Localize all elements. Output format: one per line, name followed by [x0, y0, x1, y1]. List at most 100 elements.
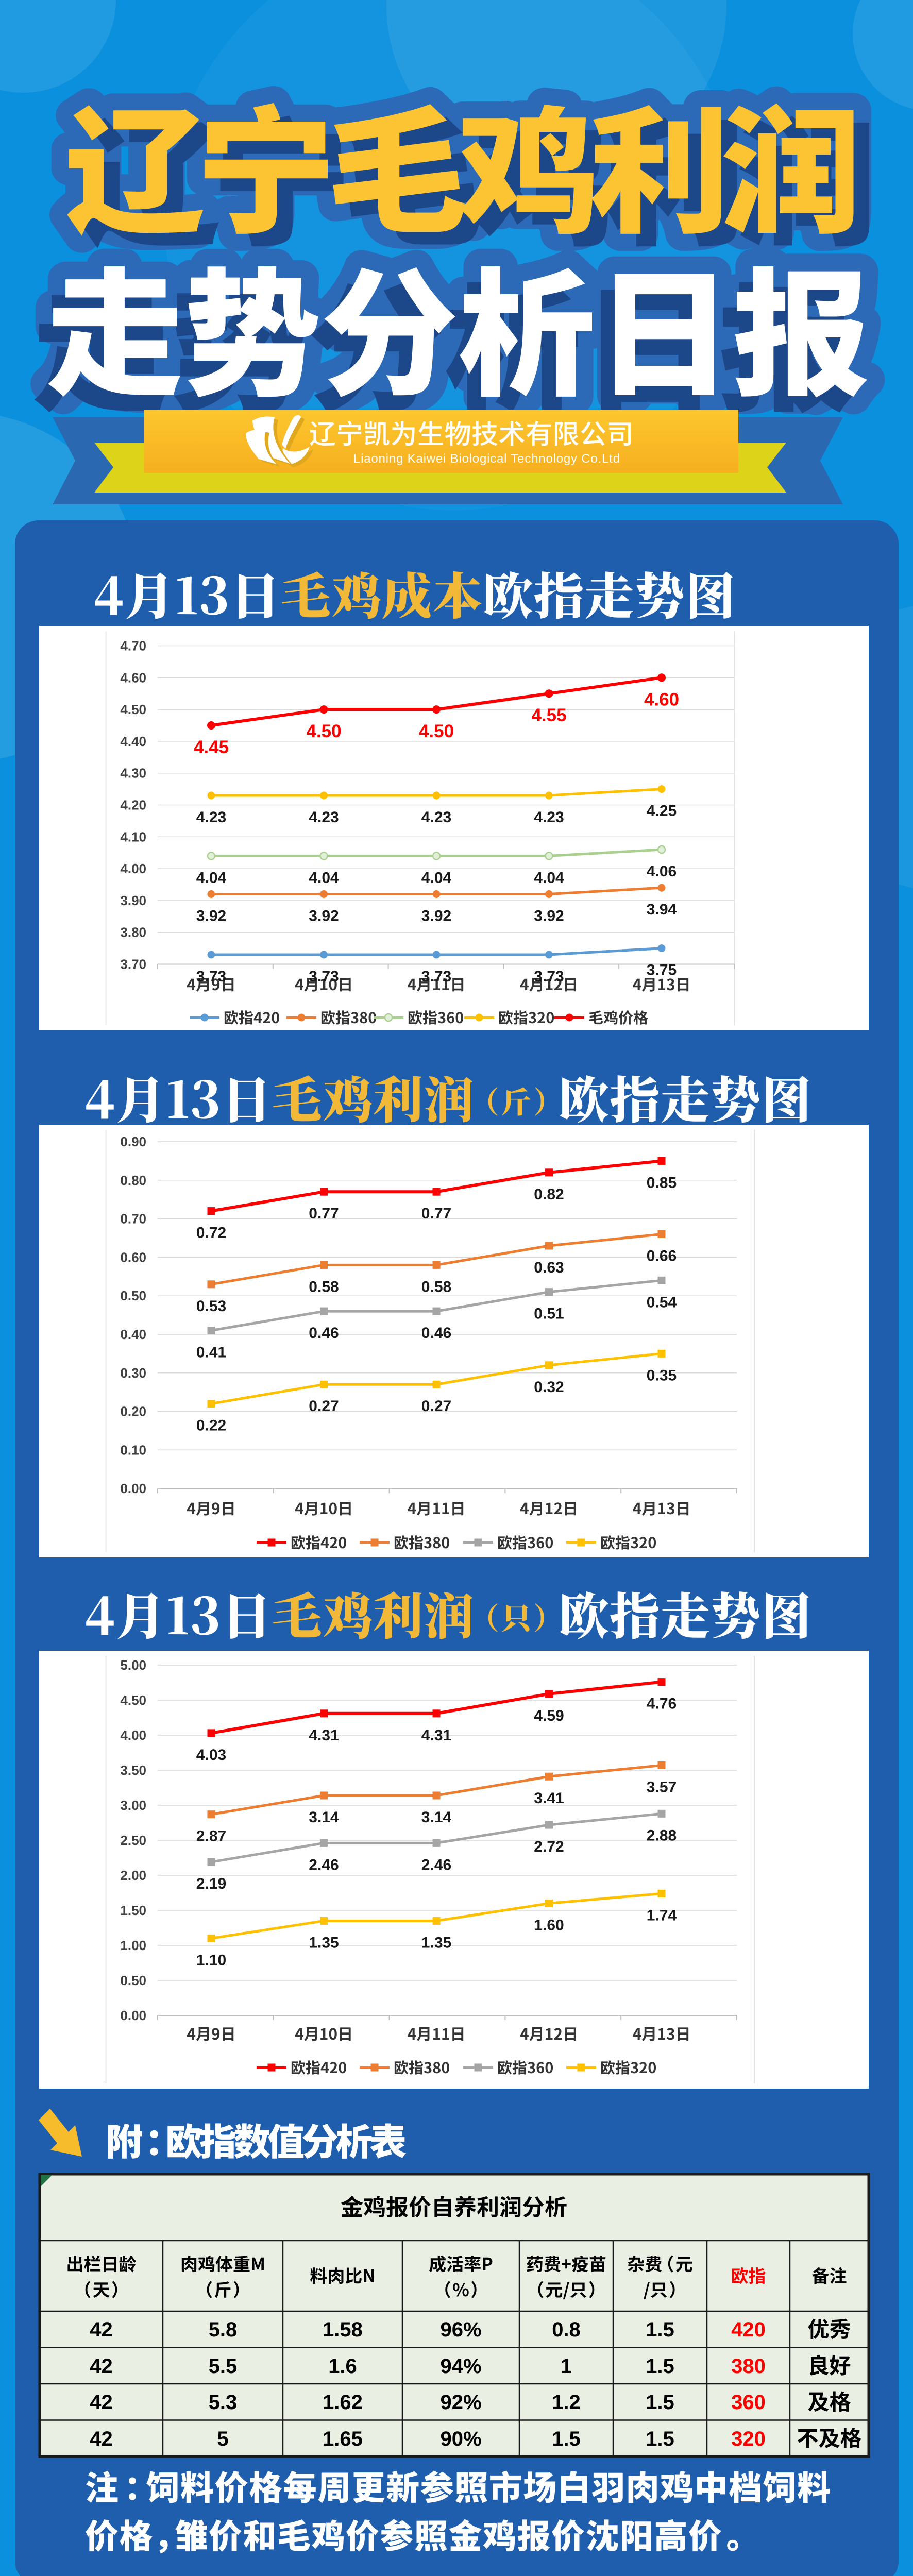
svg-text:2.46: 2.46: [421, 1856, 451, 1873]
svg-text:3.92: 3.92: [534, 908, 564, 925]
svg-text:4.23: 4.23: [196, 809, 226, 826]
svg-text:1.5: 1.5: [646, 2428, 674, 2450]
svg-text:5.00: 5.00: [120, 1657, 146, 1673]
svg-text:1.65: 1.65: [323, 2428, 363, 2450]
svg-text:1.6: 1.6: [328, 2355, 357, 2378]
svg-text:0.35: 0.35: [647, 1367, 677, 1384]
svg-text:96%: 96%: [440, 2318, 481, 2341]
svg-text:1.50: 1.50: [120, 1903, 146, 1918]
svg-text:1.5: 1.5: [646, 2318, 674, 2341]
svg-text:0.30: 0.30: [120, 1365, 146, 1381]
svg-text:4.04: 4.04: [421, 869, 452, 886]
svg-text:0.00: 0.00: [120, 1481, 146, 1496]
svg-text:3.50: 3.50: [120, 1762, 146, 1778]
svg-text:4.10: 4.10: [120, 829, 146, 844]
svg-text:4.50: 4.50: [419, 721, 454, 741]
svg-text:4.59: 4.59: [534, 1707, 564, 1724]
svg-text:2.00: 2.00: [120, 1868, 146, 1883]
svg-text:3.00: 3.00: [120, 1798, 146, 1813]
svg-text:0.63: 0.63: [534, 1259, 564, 1276]
svg-text:4.40: 4.40: [120, 734, 146, 749]
svg-text:0.10: 0.10: [120, 1442, 146, 1458]
svg-text:3.70: 3.70: [120, 957, 146, 972]
svg-text:3.73: 3.73: [309, 968, 339, 985]
svg-text:1.58: 1.58: [323, 2318, 363, 2341]
svg-text:42: 42: [90, 2428, 113, 2450]
svg-text:2.87: 2.87: [196, 1828, 226, 1845]
svg-text:4.76: 4.76: [647, 1696, 677, 1713]
svg-text:2.19: 2.19: [196, 1875, 226, 1892]
svg-text:4.03: 4.03: [196, 1747, 226, 1764]
svg-text:4.04: 4.04: [196, 869, 227, 886]
svg-text:3.92: 3.92: [196, 908, 226, 925]
svg-text:94%: 94%: [440, 2355, 481, 2378]
svg-text:0.00: 0.00: [120, 2008, 146, 2023]
svg-text:1.35: 1.35: [421, 1934, 451, 1951]
svg-text:4.60: 4.60: [644, 689, 679, 709]
svg-text:4.31: 4.31: [421, 1727, 451, 1744]
svg-text:3.80: 3.80: [120, 925, 146, 940]
svg-text:3.92: 3.92: [421, 908, 451, 925]
svg-text:4.60: 4.60: [120, 670, 146, 685]
svg-text:4.23: 4.23: [534, 809, 564, 826]
svg-text:0.80: 0.80: [120, 1173, 146, 1188]
svg-text:0.66: 0.66: [647, 1248, 677, 1265]
svg-text:0.53: 0.53: [196, 1298, 226, 1315]
svg-text:42: 42: [90, 2391, 113, 2414]
svg-text:4.55: 4.55: [531, 705, 566, 725]
svg-text:3.75: 3.75: [647, 962, 677, 979]
svg-text:3.73: 3.73: [421, 968, 451, 985]
svg-text:0.72: 0.72: [196, 1225, 226, 1242]
svg-text:4.45: 4.45: [194, 737, 229, 757]
svg-text:4.31: 4.31: [309, 1727, 339, 1744]
svg-text:0.77: 0.77: [421, 1205, 451, 1222]
svg-text:1.62: 1.62: [323, 2391, 363, 2414]
svg-text:0.58: 0.58: [309, 1278, 339, 1295]
svg-text:4.30: 4.30: [120, 766, 146, 781]
svg-text:5.3: 5.3: [209, 2391, 238, 2414]
svg-text:0.77: 0.77: [309, 1205, 339, 1222]
svg-text:4.00: 4.00: [120, 1727, 146, 1743]
svg-text:420: 420: [731, 2318, 766, 2341]
svg-text:1.2: 1.2: [552, 2391, 581, 2414]
svg-text:0.27: 0.27: [421, 1398, 451, 1415]
svg-text:2.72: 2.72: [534, 1838, 564, 1855]
svg-text:0.20: 0.20: [120, 1404, 146, 1419]
svg-text:0.85: 0.85: [647, 1174, 677, 1191]
svg-text:320: 320: [731, 2428, 766, 2450]
svg-text:1.5: 1.5: [646, 2355, 674, 2378]
svg-text:0.90: 0.90: [120, 1134, 146, 1149]
svg-text:0.46: 0.46: [421, 1325, 451, 1342]
svg-text:90%: 90%: [440, 2428, 481, 2450]
svg-text:4.23: 4.23: [421, 809, 451, 826]
svg-text:0.40: 0.40: [120, 1327, 146, 1342]
svg-text:4.23: 4.23: [309, 809, 339, 826]
svg-text:1.5: 1.5: [646, 2391, 674, 2414]
svg-text:0.32: 0.32: [534, 1379, 564, 1396]
svg-text:3.73: 3.73: [196, 968, 226, 985]
svg-text:5: 5: [217, 2428, 228, 2450]
svg-text:4.70: 4.70: [120, 638, 146, 654]
svg-text:1.74: 1.74: [647, 1907, 677, 1924]
svg-text:0.54: 0.54: [647, 1294, 677, 1311]
svg-text:42: 42: [90, 2355, 113, 2378]
svg-text:1.35: 1.35: [309, 1934, 339, 1951]
svg-text:2.50: 2.50: [120, 1833, 146, 1848]
svg-text:4.06: 4.06: [647, 863, 677, 880]
svg-text:4.04: 4.04: [309, 869, 339, 886]
svg-text:1: 1: [561, 2355, 572, 2378]
svg-text:0.50: 0.50: [120, 1973, 146, 1988]
svg-text:4.00: 4.00: [120, 861, 146, 876]
svg-text:3.41: 3.41: [534, 1790, 564, 1807]
svg-text:Liaoning Kaiwei Biological Tec: Liaoning Kaiwei Biological Technology Co…: [353, 452, 620, 466]
svg-text:42: 42: [90, 2318, 113, 2341]
svg-text:0.60: 0.60: [120, 1249, 146, 1265]
svg-text:0.46: 0.46: [309, 1325, 339, 1342]
svg-text:2.46: 2.46: [309, 1856, 339, 1873]
svg-text:0.51: 0.51: [534, 1306, 564, 1323]
svg-text:1.5: 1.5: [552, 2428, 581, 2450]
svg-text:0.70: 0.70: [120, 1211, 146, 1227]
svg-text:0.82: 0.82: [534, 1186, 564, 1203]
svg-text:1.60: 1.60: [534, 1917, 564, 1934]
svg-text:1.00: 1.00: [120, 1938, 146, 1953]
